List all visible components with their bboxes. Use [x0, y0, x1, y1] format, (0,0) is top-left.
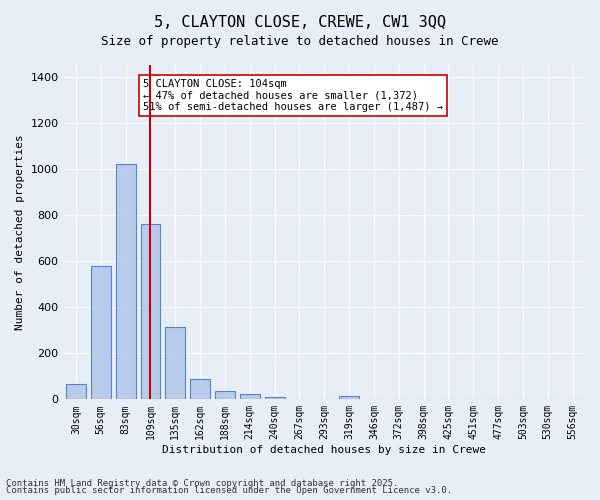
Bar — [140, 224, 160, 400]
Text: Size of property relative to detached houses in Crewe: Size of property relative to detached ho… — [101, 35, 499, 48]
Bar — [339, 396, 359, 400]
Bar — [66, 384, 86, 400]
Bar — [91, 266, 111, 400]
Bar — [215, 390, 235, 400]
Text: Contains HM Land Registry data © Crown copyright and database right 2025.: Contains HM Land Registry data © Crown c… — [6, 478, 398, 488]
Bar — [240, 394, 260, 400]
Bar — [265, 396, 284, 400]
Bar — [190, 378, 210, 400]
X-axis label: Distribution of detached houses by size in Crewe: Distribution of detached houses by size … — [162, 445, 486, 455]
Bar — [166, 326, 185, 400]
Y-axis label: Number of detached properties: Number of detached properties — [15, 134, 25, 330]
Text: 5 CLAYTON CLOSE: 104sqm
← 47% of detached houses are smaller (1,372)
51% of semi: 5 CLAYTON CLOSE: 104sqm ← 47% of detache… — [143, 79, 443, 112]
Text: 5, CLAYTON CLOSE, CREWE, CW1 3QQ: 5, CLAYTON CLOSE, CREWE, CW1 3QQ — [154, 15, 446, 30]
Text: Contains public sector information licensed under the Open Government Licence v3: Contains public sector information licen… — [6, 486, 452, 495]
Bar — [116, 164, 136, 400]
